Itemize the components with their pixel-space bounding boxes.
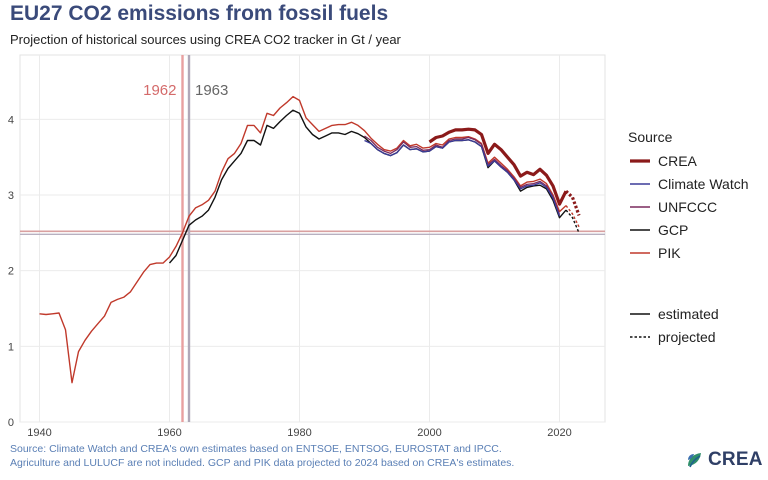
x-tick-label: 1960 bbox=[157, 427, 181, 439]
legend: Source CREA Climate Watch UNFCCC GCP PIK estim… bbox=[628, 129, 749, 345]
legend-item-climate-watch: Climate Watch bbox=[658, 176, 749, 192]
caption-line-2: Agriculture and LULUCF are not included.… bbox=[10, 457, 515, 469]
emissions-line-chart: 1962 1963 0 1 2 3 4 1940 1960 1980 2000 2020 Sourc… bbox=[8, 54, 749, 439]
chart-subtitle: Projection of historical sources using C… bbox=[10, 32, 401, 47]
linetype-label-projected: projected bbox=[658, 329, 716, 345]
grid-lines bbox=[19, 54, 606, 423]
series-line-gcp bbox=[168, 109, 567, 264]
crea-logo: CREA bbox=[686, 449, 763, 471]
caption-line-1: Source: Climate Watch and CREA's own est… bbox=[10, 443, 502, 455]
x-tick-label: 2020 bbox=[547, 427, 571, 439]
legend-item-unfccc: UNFCCC bbox=[658, 199, 717, 215]
series-line-climate-watch bbox=[364, 139, 561, 217]
series-line-unfccc bbox=[364, 135, 561, 215]
y-tick-label: 0 bbox=[8, 417, 14, 429]
y-tick-label: 4 bbox=[8, 114, 14, 126]
vline-label-1962: 1962 bbox=[143, 82, 176, 99]
x-tick-label: 1980 bbox=[287, 427, 311, 439]
y-tick-label: 1 bbox=[8, 341, 14, 353]
legend-item-crea: CREA bbox=[658, 153, 698, 169]
linetype-label-estimated: estimated bbox=[658, 306, 719, 322]
series-projected-pik bbox=[565, 205, 580, 228]
series-line-crea bbox=[428, 127, 568, 206]
series-lines bbox=[39, 95, 581, 384]
x-tick-label: 1940 bbox=[27, 427, 51, 439]
legend-item-pik: PIK bbox=[658, 245, 681, 261]
plot-border bbox=[19, 54, 606, 423]
chart-title: EU27 CO2 emissions from fossil fuels bbox=[10, 2, 389, 25]
x-tick-label: 2000 bbox=[417, 427, 441, 439]
y-tick-label: 3 bbox=[8, 190, 14, 202]
legend-item-gcp: GCP bbox=[658, 222, 688, 238]
crea-leaf-logo-icon bbox=[688, 453, 701, 468]
source-caption: Source: Climate Watch and CREA's own est… bbox=[10, 442, 610, 470]
series-line-pik bbox=[39, 95, 567, 384]
y-tick-label: 2 bbox=[8, 266, 14, 278]
series-projected-gcp bbox=[565, 209, 580, 234]
reference-lines: 1962 1963 bbox=[20, 55, 605, 422]
logo-text: CREA bbox=[708, 449, 763, 470]
vline-label-1963: 1963 bbox=[195, 82, 228, 99]
axis-labels: 0 1 2 3 4 1940 1960 1980 2000 2020 bbox=[8, 114, 572, 439]
legend-title: Source bbox=[628, 129, 673, 145]
